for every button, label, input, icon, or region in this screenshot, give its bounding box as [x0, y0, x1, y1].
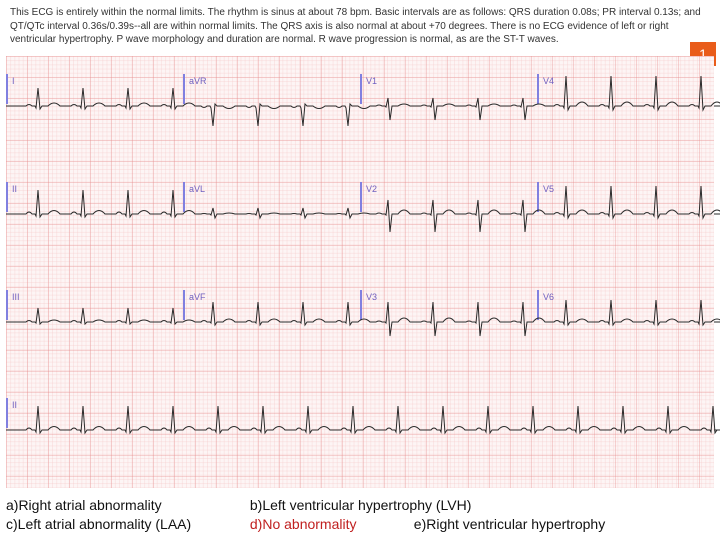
ecg-strip: II — [6, 380, 714, 488]
answer-e: e)Right ventricular hypertrophy — [414, 515, 605, 534]
ecg-trace — [6, 380, 714, 488]
ecg-strip: IaVRV1V4 — [6, 56, 714, 164]
answer-a: a)Right atrial abnormality — [6, 496, 246, 515]
answer-d: d)No abnormality — [250, 515, 410, 534]
ecg-description: This ECG is entirely within the normal l… — [0, 0, 720, 51]
answer-options: a)Right atrial abnormality b)Left ventri… — [6, 496, 714, 534]
ecg-strip: IIIaVFV3V6 — [6, 272, 714, 380]
ecg-trace — [6, 56, 714, 164]
ecg-trace — [6, 164, 714, 272]
ecg-strip: IIaVLV2V5 — [6, 164, 714, 272]
ecg-area: IaVRV1V4IIaVLV2V5IIIaVFV3V6II — [6, 56, 714, 488]
answer-c: c)Left atrial abnormality (LAA) — [6, 515, 246, 534]
answer-b: b)Left ventricular hypertrophy (LVH) — [250, 496, 472, 515]
ecg-trace — [6, 272, 714, 380]
